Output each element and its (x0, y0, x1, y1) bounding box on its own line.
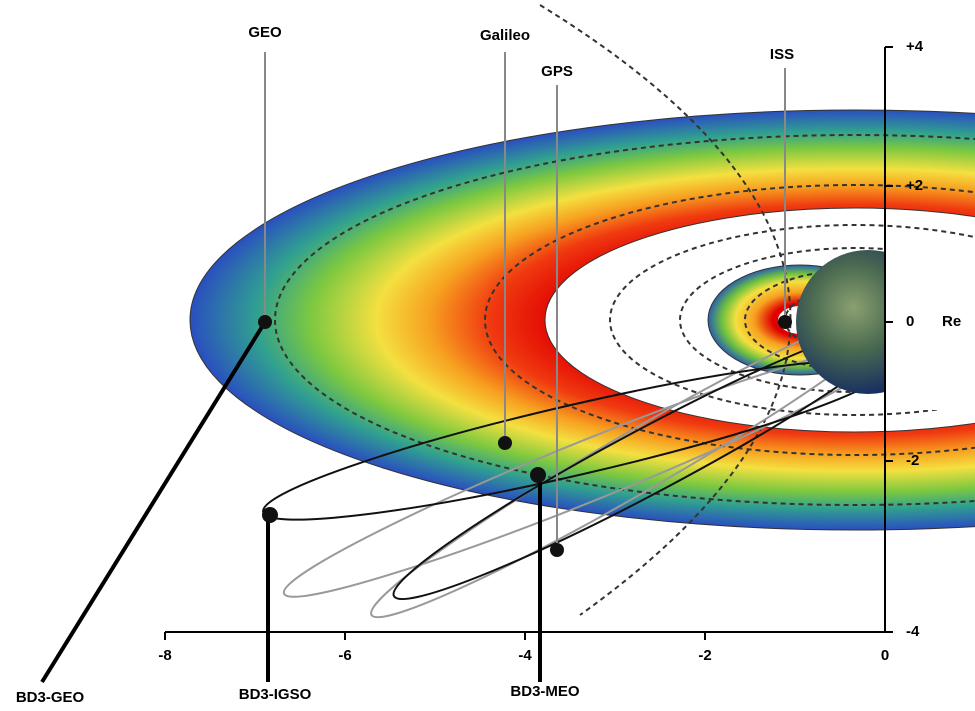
bd3-label: BD3-IGSO (239, 686, 312, 703)
bd3-label: BD3-MEO (510, 683, 580, 700)
axis-unit: Re (942, 313, 961, 330)
x-tick-label: -8 (158, 647, 171, 664)
y-tick-label: +4 (906, 38, 924, 55)
y-tick-label: +2 (906, 177, 923, 194)
x-tick-label: -4 (518, 647, 532, 664)
satellite-label: GPS (541, 63, 573, 80)
x-tick-label: -2 (698, 647, 711, 664)
y-tick-label: 0 (906, 313, 914, 330)
satellite-lines (264, 52, 786, 550)
y-tick-label: -2 (906, 452, 919, 469)
satellite-dots (258, 315, 792, 557)
satellite-label: Galileo (480, 27, 530, 44)
x-tick-label: -6 (338, 647, 351, 664)
bd3-label: BD3-GEO (16, 689, 85, 706)
x-tick-label: 0 (881, 647, 889, 664)
bd3-lines (40, 320, 542, 684)
axes (164, 46, 893, 640)
earth-mask (886, 240, 975, 410)
satellite-label: GEO (248, 24, 282, 41)
satellite-label: ISS (770, 46, 794, 63)
y-tick-label: -4 (906, 623, 920, 640)
